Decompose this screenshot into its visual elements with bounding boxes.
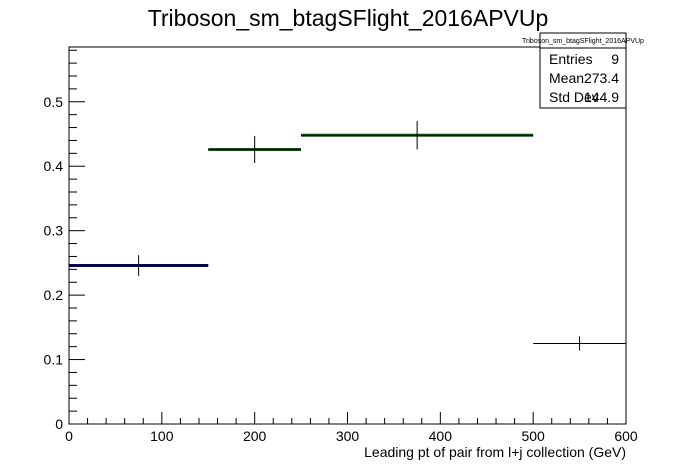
stats-stddev-label: Std Dev (549, 89, 599, 105)
stats-mean-value: 273.4 (584, 70, 619, 86)
histogram-bin (208, 135, 302, 163)
histogram-bin (533, 336, 626, 351)
stats-mean-label: Mean (549, 70, 584, 86)
x-tick-label: 600 (614, 428, 638, 444)
y-tick-label: 0.4 (44, 158, 64, 174)
axes: 0 100 200 300 400 500 600 0 0.1 0.2 0.3 0.4 0.5 (44, 46, 638, 444)
x-tick-label: 300 (336, 428, 360, 444)
histogram-bin (301, 121, 534, 150)
y-tick-label: 0 (55, 416, 63, 432)
x-tick-label: 0 (65, 428, 73, 444)
x-tick-label: 500 (521, 428, 545, 444)
stats-box-frame (539, 32, 627, 109)
y-tick-label: 0.1 (44, 352, 64, 368)
histogram-bin (69, 255, 209, 276)
y-tick-label: 0.3 (44, 223, 64, 239)
x-tick-label: 400 (429, 428, 453, 444)
chart-title: Triboson_sm_btagSFlight_2016APVUp (148, 5, 549, 31)
x-axis-label: Leading pt of pair from l+j collection (… (364, 444, 626, 460)
stats-stddev-value: 144.9 (584, 89, 619, 105)
x-tick-label: 100 (150, 428, 174, 444)
stats-box: Triboson_sm_btagSFlight_2016APVUp Entrie… (522, 32, 644, 109)
x-tick-label: 200 (243, 428, 267, 444)
y-tick-label: 0.2 (44, 287, 64, 303)
stats-entries-label: Entries (549, 51, 593, 67)
stats-box-title: Triboson_sm_btagSFlight_2016APVUp (522, 38, 644, 45)
histogram-bins (69, 121, 626, 351)
y-tick-label: 0.5 (44, 94, 64, 110)
stats-entries-value: 9 (611, 51, 619, 67)
